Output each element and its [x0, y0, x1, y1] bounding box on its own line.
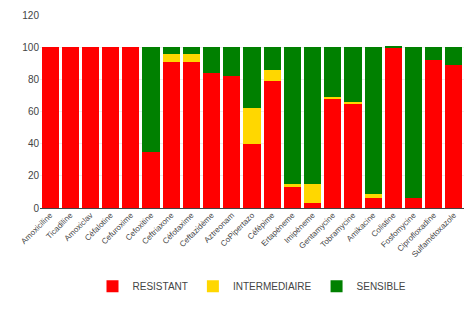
svg-text:RESISTANT: RESISTANT — [133, 281, 188, 292]
svg-text:INTERMEDIAIRE: INTERMEDIAIRE — [233, 281, 312, 292]
svg-text:80: 80 — [28, 74, 40, 85]
svg-text:SENSIBLE: SENSIBLE — [357, 281, 406, 292]
svg-text:Ticadiline: Ticadiline — [44, 210, 74, 240]
svg-text:Ertapéneme: Ertapéneme — [259, 210, 297, 248]
svg-text:40: 40 — [28, 138, 40, 149]
svg-text:Ceftazidème: Ceftazidème — [178, 210, 217, 249]
svg-text:Sulfamétoxazole: Sulfamétoxazole — [410, 210, 459, 259]
svg-text:60: 60 — [28, 106, 40, 117]
svg-text:Fosfomycine: Fosfomycine — [379, 210, 418, 249]
svg-text:Imipéneme: Imipéneme — [282, 210, 317, 245]
svg-text:0: 0 — [33, 203, 39, 214]
svg-text:Amikacine: Amikacine — [345, 210, 378, 243]
svg-text:Ceftriaxone: Ceftriaxone — [140, 210, 176, 246]
svg-text:Céfépime: Céfépime — [246, 210, 277, 241]
svg-text:Gentamycine: Gentamycine — [297, 210, 337, 250]
svg-text:Aztreonam: Aztreonam — [202, 211, 236, 245]
svg-text:Ciprofloxadine: Ciprofloxadine — [395, 210, 438, 253]
svg-text:Cefoxitine: Cefoxitine — [124, 210, 156, 242]
svg-text:Amoxiclav: Amoxiclav — [63, 211, 95, 243]
svg-text:120: 120 — [22, 10, 39, 21]
svg-text:Colistine: Colistine — [370, 210, 398, 238]
svg-text:Céfotaxime: Céfotaxime — [161, 210, 196, 245]
svg-text:20: 20 — [28, 170, 40, 181]
svg-text:CoPipertazo: CoPipertazo — [219, 210, 257, 248]
svg-text:Tobramycine: Tobramycine — [319, 210, 358, 249]
svg-text:Céfalotine: Céfalotine — [83, 210, 115, 242]
svg-text:100: 100 — [22, 42, 39, 53]
svg-text:Cefuroxime: Cefuroxime — [100, 210, 136, 246]
svg-text:Amoxiciline: Amoxiciline — [19, 210, 54, 245]
